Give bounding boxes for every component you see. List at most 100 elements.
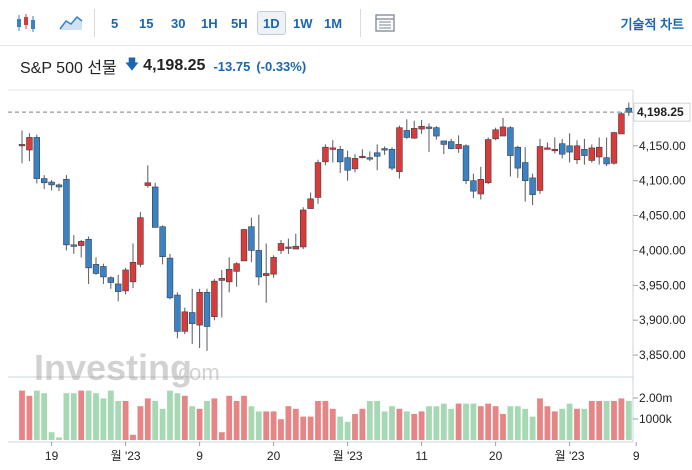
volume-bar <box>611 401 617 440</box>
time-tick-label: 월 '23 <box>333 449 363 463</box>
volume-tick-label: 2.00m <box>639 391 672 405</box>
technical-chart-link[interactable]: 기술적 차트 <box>620 17 684 32</box>
interval-5[interactable]: 5 <box>111 15 119 31</box>
price-change: -13.75 <box>213 58 251 74</box>
price-tick-label: 3,850.00 <box>639 348 686 362</box>
volume-bar <box>144 398 151 440</box>
candle-body <box>159 226 166 258</box>
candle-body <box>581 148 588 156</box>
volume-bar <box>337 416 344 440</box>
volume-bar <box>233 401 240 440</box>
interval-1d[interactable]: 1D <box>257 11 286 35</box>
volume-bar <box>381 411 388 440</box>
interval-5h[interactable]: 5H <box>231 15 248 31</box>
volume-bar <box>507 406 514 440</box>
candle-body <box>610 132 618 164</box>
volume-bar <box>374 401 381 440</box>
volume-bar <box>107 390 114 440</box>
volume-bar <box>270 411 277 440</box>
volume-bar <box>174 393 181 440</box>
candle-body <box>425 126 433 129</box>
candle-body <box>588 147 596 161</box>
candle-body <box>115 283 122 292</box>
candle-body <box>551 148 559 152</box>
candle-body <box>573 145 581 161</box>
candle-body <box>189 312 196 324</box>
candle-body <box>470 180 477 192</box>
candle-body <box>255 250 262 278</box>
volume-bar <box>470 403 477 440</box>
candle-body <box>544 147 551 150</box>
interval-15[interactable]: 15 <box>139 15 154 31</box>
candle-body <box>388 148 396 169</box>
interval-1w[interactable]: 1W <box>293 15 313 31</box>
current-price-label: 4,198.25 <box>637 105 684 119</box>
candle-body <box>166 257 174 299</box>
volume-bar <box>263 411 270 440</box>
candle-body <box>85 238 92 269</box>
candle-body <box>410 128 418 139</box>
price-tick-label: 4,050.00 <box>639 209 686 223</box>
volume-bar <box>100 398 107 440</box>
toolbar-separator <box>94 9 95 37</box>
candle-body <box>322 146 329 163</box>
current-price-box <box>633 102 691 122</box>
volume-bar <box>130 434 136 440</box>
interval-1m[interactable]: 1M <box>324 15 343 31</box>
candle-body <box>270 257 277 275</box>
volume-bar <box>522 408 529 440</box>
price-tick-label: 4,150.00 <box>639 139 686 153</box>
candle-body <box>226 268 233 283</box>
volume-bar <box>218 432 225 440</box>
volume-bar <box>329 408 336 440</box>
volume-bar <box>485 403 492 440</box>
price-tick-label: 3,900.00 <box>639 313 686 327</box>
volume-bar <box>426 406 432 440</box>
candle-body <box>129 261 137 283</box>
volume-bar <box>19 390 25 440</box>
candle-body <box>462 145 470 181</box>
candle-body <box>403 130 410 138</box>
candle-body <box>233 263 240 272</box>
volume-bar <box>189 406 196 440</box>
toolbar-separator <box>360 9 361 37</box>
candle-body <box>514 146 522 169</box>
candle-body <box>433 127 440 137</box>
candle-body <box>566 145 573 153</box>
volume-bar <box>78 390 85 440</box>
volume-bar <box>48 432 55 440</box>
candle-body <box>144 182 151 186</box>
candle-body <box>344 157 351 171</box>
candle-body <box>381 148 388 151</box>
current-price-marker: 4,198.25 <box>8 102 691 122</box>
candle-body <box>492 129 499 140</box>
chart-settings-icon[interactable] <box>372 10 398 36</box>
volume-bar <box>241 395 247 440</box>
candle-body <box>536 146 544 191</box>
candle-body <box>100 266 107 278</box>
volume-bar <box>581 408 588 440</box>
candle-body <box>351 158 359 170</box>
candle-body <box>174 294 181 332</box>
volume-bar <box>514 406 521 440</box>
volume-bar <box>159 408 166 440</box>
candle-body <box>292 245 299 250</box>
candlestick-icon[interactable] <box>12 10 40 36</box>
volume-bar <box>93 393 99 440</box>
candle-body <box>152 186 159 228</box>
volume-tick-label: 1000k <box>639 412 673 426</box>
candle-body <box>558 143 566 155</box>
interval-1h[interactable]: 1H <box>201 15 218 31</box>
volume-bar <box>204 401 210 440</box>
candle-body <box>455 144 462 149</box>
volume-axis: 2.00m 1000k <box>633 391 673 426</box>
area-chart-icon[interactable] <box>56 10 86 36</box>
candle-body <box>477 178 484 195</box>
volume-bar <box>115 401 122 440</box>
candle-body <box>595 146 603 158</box>
volume-bar <box>300 416 307 440</box>
interval-30[interactable]: 30 <box>171 15 186 31</box>
candle-body <box>336 148 344 163</box>
volume-bar <box>152 401 159 440</box>
